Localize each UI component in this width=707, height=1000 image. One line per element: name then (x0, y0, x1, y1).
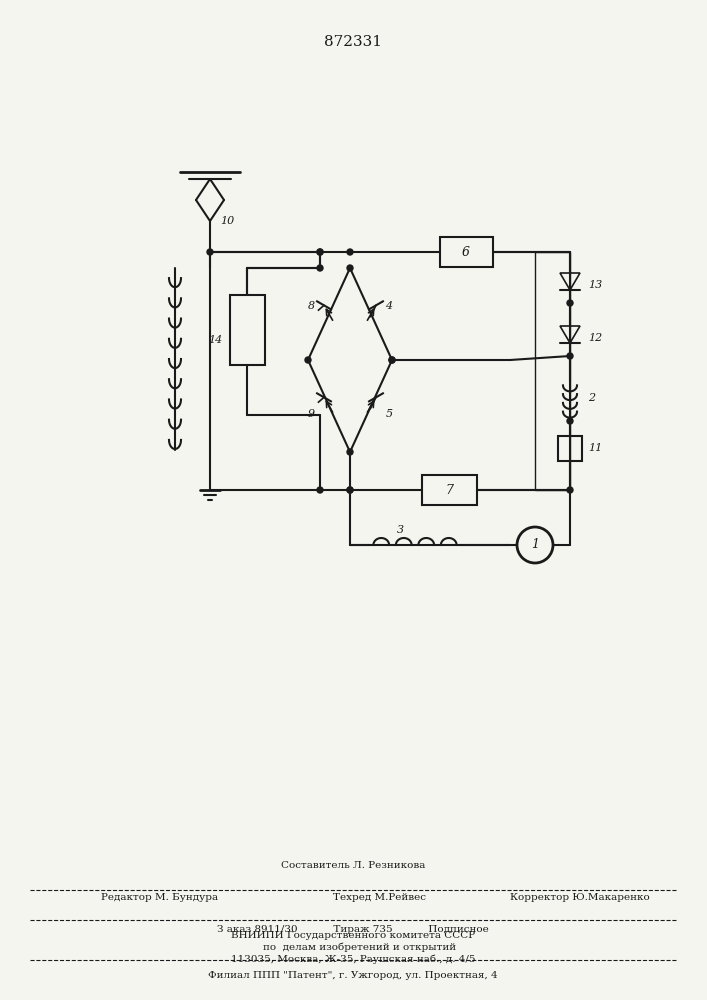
Text: ВНИИПИ Государственного комитета СССР: ВНИИПИ Государственного комитета СССР (231, 930, 475, 940)
Text: 10: 10 (220, 216, 234, 226)
Text: 4: 4 (385, 301, 392, 311)
Text: З аказ 8911/30           Тираж 735           Подписное: З аказ 8911/30 Тираж 735 Подписное (217, 926, 489, 934)
Text: Техред М.Рейвес: Техред М.Рейвес (334, 894, 426, 902)
Circle shape (347, 487, 353, 493)
Circle shape (317, 249, 323, 255)
Circle shape (567, 353, 573, 359)
Text: по  делам изобретений и открытий: по делам изобретений и открытий (250, 942, 456, 952)
Circle shape (389, 357, 395, 363)
Bar (535, 252, 570, 490)
Circle shape (347, 265, 353, 271)
Text: 8: 8 (308, 301, 315, 311)
Circle shape (305, 357, 311, 363)
Text: 3: 3 (397, 525, 404, 535)
Text: 14: 14 (208, 335, 222, 345)
Circle shape (389, 357, 395, 363)
Text: 2: 2 (588, 393, 595, 403)
Text: 12: 12 (588, 333, 602, 343)
Circle shape (317, 487, 323, 493)
Circle shape (567, 487, 573, 493)
Text: 113035, Москва, Ж-35, Раушская наб., д. 4/5: 113035, Москва, Ж-35, Раушская наб., д. … (230, 954, 475, 964)
Text: 11: 11 (588, 443, 602, 453)
Text: Филиал ППП "Патент", г. Ужгород, ул. Проектная, 4: Филиал ППП "Патент", г. Ужгород, ул. Про… (208, 970, 498, 980)
Circle shape (347, 487, 353, 493)
Bar (440, 237, 493, 267)
Bar (230, 295, 265, 365)
Circle shape (567, 418, 573, 424)
Text: Корректор Ю.Макаренко: Корректор Ю.Макаренко (510, 894, 650, 902)
Text: 13: 13 (588, 280, 602, 290)
Text: 9: 9 (308, 409, 315, 419)
Text: 1: 1 (531, 538, 539, 552)
Text: Редактор М. Бундура: Редактор М. Бундура (101, 894, 218, 902)
Circle shape (347, 449, 353, 455)
Text: 5: 5 (385, 409, 392, 419)
Circle shape (567, 300, 573, 306)
Text: 872331: 872331 (324, 35, 382, 49)
Text: 7: 7 (445, 484, 453, 496)
Circle shape (347, 249, 353, 255)
Circle shape (317, 249, 323, 255)
Text: 6: 6 (462, 245, 470, 258)
Bar (558, 436, 582, 461)
Bar (422, 475, 477, 505)
Circle shape (317, 265, 323, 271)
Text: Составитель Л. Резникова: Составитель Л. Резникова (281, 861, 425, 870)
Circle shape (207, 249, 213, 255)
